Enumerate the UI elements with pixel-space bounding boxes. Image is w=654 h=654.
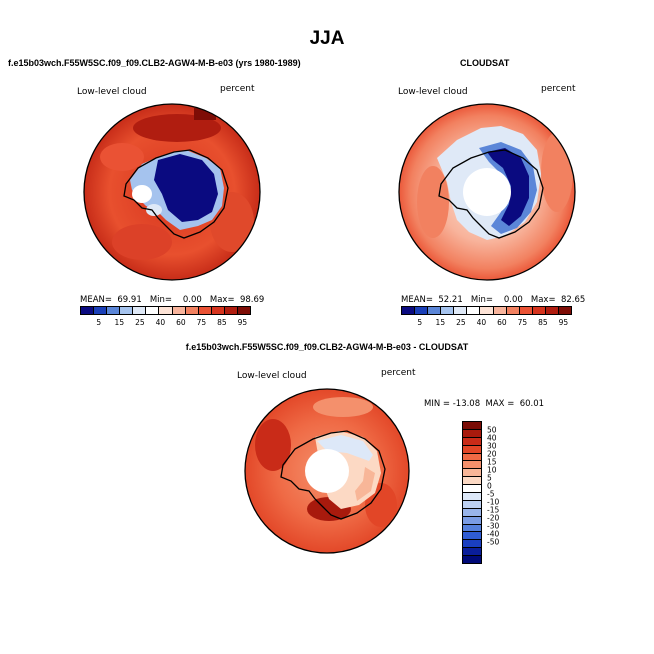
- tick-label: 60: [497, 318, 507, 327]
- left-field-label: Low-level cloud: [77, 87, 147, 97]
- tick-label: 5: [487, 473, 492, 483]
- tick-label: 10: [487, 465, 497, 475]
- tick-label: 15: [435, 318, 446, 327]
- right-colorbar-ticks: 5 15 25 40 60 75 85 95: [401, 318, 572, 328]
- tick-label: 75: [196, 318, 207, 327]
- diff-polar-map: [244, 388, 410, 554]
- right-panel-header: CLOUDSAT: [460, 58, 510, 68]
- tick-label: 95: [558, 318, 569, 327]
- right-polar-map: [398, 103, 576, 281]
- diff-panel-header: f.e15b03wch.F55W5SC.f09_f09.CLB2-AGW4-M-…: [185, 342, 469, 352]
- tick-label: 75: [517, 318, 528, 327]
- tick-label: 0: [487, 481, 492, 491]
- right-stats: MEAN= 52.21 Min= 0.00 Max= 82.65: [401, 295, 586, 305]
- right-colorbar: [401, 306, 572, 315]
- right-units-label: percent: [541, 84, 576, 94]
- left-colorbar: [80, 306, 251, 315]
- tick-label: -40: [487, 529, 500, 539]
- tick-label: 5: [417, 318, 423, 327]
- right-field-label: Low-level cloud: [398, 87, 468, 97]
- tick-label: -5: [487, 489, 495, 499]
- tick-label: 15: [114, 318, 125, 327]
- tick-label: 95: [237, 318, 248, 327]
- left-panel-header: f.e15b03wch.F55W5SC.f09_f09.CLB2-AGW4-M-…: [8, 58, 301, 68]
- diff-colorbar: [462, 421, 482, 564]
- tick-label: -20: [487, 513, 500, 523]
- left-colorbar-ticks: 5 15 25 40 60 75 85 95: [80, 318, 251, 328]
- tick-label: 40: [476, 318, 487, 327]
- left-units-label: percent: [220, 84, 255, 94]
- diff-units-label: percent: [381, 368, 416, 378]
- tick-label: 25: [456, 318, 466, 327]
- tick-label: -30: [487, 521, 500, 531]
- figure-title: JJA: [309, 28, 345, 49]
- tick-label: 30: [487, 441, 497, 451]
- tick-label: 5: [96, 318, 102, 327]
- diff-stats: MIN = -13.08 MAX = 60.01: [424, 399, 545, 409]
- tick-label: 15: [487, 457, 497, 467]
- tick-label: 20: [487, 449, 497, 459]
- tick-label: 85: [538, 318, 548, 327]
- tick-label: 60: [176, 318, 186, 327]
- tick-label: -50: [487, 537, 500, 547]
- tick-label: 50: [487, 425, 497, 435]
- tick-label: -15: [487, 505, 500, 515]
- tick-label: 85: [217, 318, 227, 327]
- tick-label: 25: [135, 318, 145, 327]
- diff-field-label: Low-level cloud: [237, 371, 307, 381]
- left-stats: MEAN= 69.91 Min= 0.00 Max= 98.69: [80, 295, 265, 305]
- diff-colorbar-ticks: 50 40 30 20 15 10 5 0 -5 -10 -15 -20 -30…: [487, 421, 517, 564]
- tick-label: 40: [155, 318, 166, 327]
- tick-label: -10: [487, 497, 500, 507]
- left-polar-map: [83, 103, 261, 281]
- tick-label: 40: [487, 433, 497, 443]
